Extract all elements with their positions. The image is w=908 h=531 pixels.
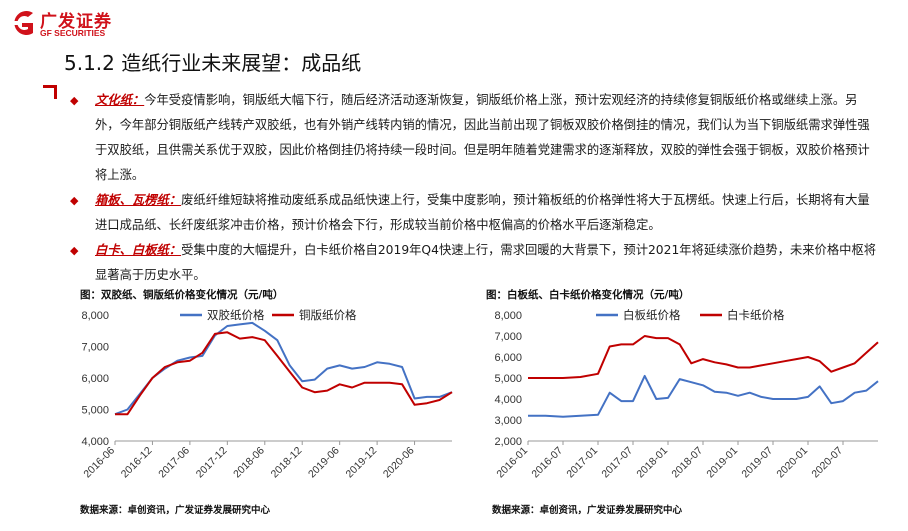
gf-logo-icon <box>10 10 34 35</box>
chart-left-title: 图：双胶纸、铜版纸价格变化情况（元/吨） <box>80 289 284 301</box>
y-tick-label: 3,000 <box>494 415 522 427</box>
bullet-item-white-card: ◆ 白卡、白板纸：受集中度的大幅提升，白卡纸价格自2019年Q4快速上行，需求回… <box>70 238 878 288</box>
series-line-red <box>528 335 879 379</box>
page-title: 5.1.2 造纸行业未来展望：成品纸 <box>64 51 362 75</box>
y-tick-label: 5,000 <box>81 405 109 417</box>
legend-label: 铜版纸价格 <box>299 308 357 322</box>
series-line-red <box>115 331 453 416</box>
y-tick-label: 6,000 <box>81 373 109 385</box>
legend-label: 双胶纸价格 <box>207 308 265 322</box>
y-tick-label: 8,000 <box>81 310 109 322</box>
legend-label: 白卡纸价格 <box>727 308 785 322</box>
series-line-blue <box>114 321 453 416</box>
bullet-text: 受集中度的大幅提升，白卡纸价格自2019年Q4快速上行，需求回暖的大背景下，预计… <box>95 243 877 282</box>
bullet-keyword: 文化纸： <box>95 93 145 107</box>
x-tick-label: 2016-01 <box>494 445 530 481</box>
x-tick-label: 2019-01 <box>704 445 740 481</box>
bullet-item-culture-paper: ◆ 文化纸：今年受疫情影响，铜版纸大幅下行，随后经济活动逐渐恢复，铜版纸价格上涨… <box>70 88 878 188</box>
bullet-keyword: 箱板、瓦楞纸： <box>95 193 182 207</box>
x-tick-label: 2017-01 <box>564 445 600 481</box>
x-tick-label: 2019-07 <box>739 445 775 481</box>
chart-right-title: 图：白板纸、白卡纸价格变化情况（元/吨） <box>486 289 690 301</box>
x-tick-label: 2018-12 <box>269 445 305 481</box>
y-tick-label: 5,000 <box>494 373 522 385</box>
chart-right-source: 数据来源：卓创资讯，广发证券发展研究中心 <box>492 505 683 516</box>
y-tick-label: 7,000 <box>494 331 522 343</box>
company-logo: 广发证券 GF SECURITIES <box>6 7 146 41</box>
y-tick-label: 4,000 <box>494 394 522 406</box>
diamond-icon: ◆ <box>70 194 79 207</box>
diamond-icon: ◆ <box>70 94 79 107</box>
x-tick-label: 2020-01 <box>774 445 810 481</box>
logo-text-cn: 广发证券 <box>40 12 112 32</box>
bullet-keyword: 白卡、白板纸： <box>95 243 182 257</box>
chart-white-board-prices: 2,000 3,000 4,000 5,000 6,000 7,000 8,000 2016-… <box>494 308 879 481</box>
bullet-text: 今年受疫情影响，铜版纸大幅下行，随后经济活动逐渐恢复，铜版纸价格上涨，预计宏观经… <box>95 93 870 182</box>
bullet-list: ◆ 文化纸：今年受疫情影响，铜版纸大幅下行，随后经济活动逐渐恢复，铜版纸价格上涨… <box>70 88 878 288</box>
x-tick-label: 2020-07 <box>809 445 845 481</box>
x-tick-label: 2018-01 <box>634 445 670 481</box>
diamond-icon: ◆ <box>70 244 79 257</box>
bullet-text: 废纸纤维短缺将推动废纸系成品纸快速上行，受集中度影响，预计箱板纸的价格弹性将大于… <box>95 193 870 232</box>
x-tick-label: 2016-06 <box>81 445 117 481</box>
corner-mark-icon <box>43 85 57 99</box>
bullet-item-box-board: ◆ 箱板、瓦楞纸：废纸纤维短缺将推动废纸系成品纸快速上行，受集中度影响，预计箱板… <box>70 188 878 238</box>
x-tick-label: 2019-06 <box>306 445 342 481</box>
x-tick-label: 2020-06 <box>381 445 417 481</box>
y-tick-label: 8,000 <box>494 310 522 322</box>
legend-label: 白板纸价格 <box>623 308 681 322</box>
y-tick-label: 6,000 <box>494 352 522 364</box>
chart-left-source: 数据来源：卓创资讯，广发证券发展研究中心 <box>80 505 271 516</box>
x-tick-label: 2019-12 <box>343 445 379 481</box>
x-tick-label: 2018-07 <box>669 445 705 481</box>
x-tick-label: 2017-06 <box>156 445 192 481</box>
y-tick-label: 7,000 <box>81 342 109 354</box>
y-tick-label: 2,000 <box>494 436 522 448</box>
x-tick-label: 2017-07 <box>599 445 635 481</box>
logo-text-en: GF SECURITIES <box>40 28 106 38</box>
x-tick-label: 2016-12 <box>119 445 155 481</box>
x-tick-label: 2017-12 <box>194 445 230 481</box>
x-tick-label: 2016-07 <box>529 445 565 481</box>
y-tick-label: 4,000 <box>81 436 109 448</box>
series-line-blue <box>528 374 879 418</box>
x-tick-label: 2018-06 <box>231 445 267 481</box>
